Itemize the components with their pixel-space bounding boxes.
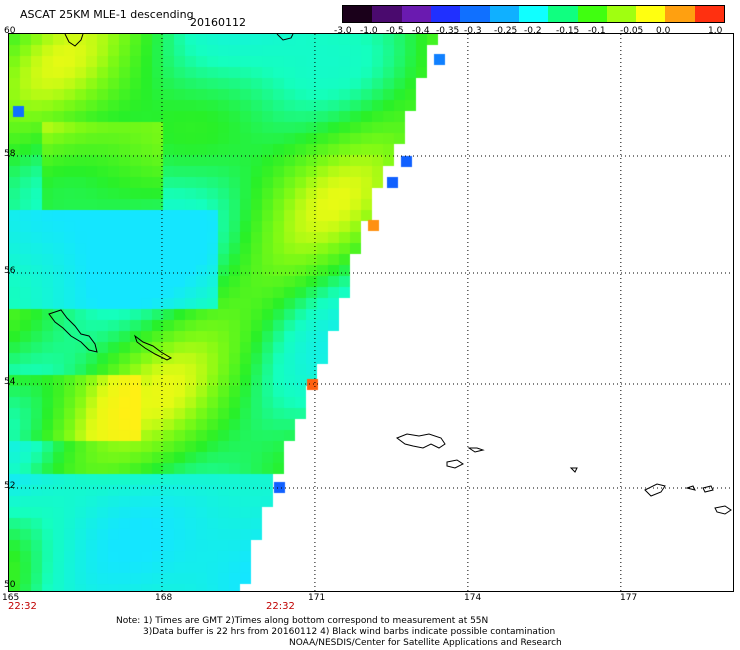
map-title: ASCAT 25KM MLE-1 descending [20,8,194,21]
colorbar-segment [665,6,695,22]
colorbar-segment [343,6,373,22]
coastline-kamchatka [64,34,84,47]
colorbar-segment [694,6,725,22]
colorbar-label: -0.35 [436,26,460,36]
colorbar-label: -0.1 [588,26,606,36]
buldir-island-coastline [569,467,578,473]
coastline-and-gridlines [9,34,733,591]
lon-label-171: 171 [308,593,326,603]
lon-label-177: 177 [620,593,638,603]
colorbar-segment [577,6,607,22]
colorbar-label: 1.0 [708,26,723,36]
colorbar-label: -0.15 [556,26,580,36]
lat-label-50: 50 [4,580,16,590]
lon-label-174: 174 [464,593,482,603]
colorbar-segment [606,6,637,22]
lon-label-168: 168 [155,593,173,603]
attu-island-coastline [395,433,446,449]
colorbar-segment [430,6,461,22]
colorbar-segment [518,6,549,22]
amchitka-island-coastline [714,505,732,515]
colorbar-segment [548,6,578,22]
colorbar-label: -0.05 [620,26,644,36]
colorbar-segment [372,6,402,22]
colorbar-segment [636,6,666,22]
colorbar-label: -3.0 [334,26,352,36]
lat-label-58: 58 [4,149,16,159]
colorbar-label: -0.5 [386,26,404,36]
colorbar-label: 0.0 [656,26,671,36]
time-label-left: 22:32 [8,601,37,612]
map-date: 20160112 [190,16,246,29]
colorbar-label: -0.25 [494,26,518,36]
agattu-island-coastline [446,459,464,469]
lat-label-56: 56 [4,266,16,276]
lat-label-60: 60 [4,26,16,36]
lon-label-165: 165 [2,593,20,603]
map-panel[interactable] [8,33,734,592]
semichi-islands-coastline [467,447,485,453]
kiska-island-coastline [644,483,666,497]
lat-label-52: 52 [4,481,16,491]
time-label-center: 22:32 [266,601,295,612]
colorbar-segment [401,6,431,22]
colorbar-labels: -3.0 -1.0 -0.5 -0.4 -0.35 -0.3 -0.25 -0.2 -0.15-… [334,26,734,38]
colorbar-label: -1.0 [360,26,378,36]
lat-label-54: 54 [4,377,16,387]
colorbar-label: -0.4 [412,26,430,36]
colorbar [342,5,725,23]
note-line-2: 3)Data buffer is 22 hrs from 20160112 4)… [143,627,556,637]
colorbar-label: -0.3 [464,26,482,36]
rat-islands-coastline [685,485,696,491]
medny-island-coastline [134,334,173,361]
coastline-kamchatka [276,34,294,41]
bering-island-coastline [48,309,98,353]
colorbar-segment [460,6,490,22]
note-line-3: NOAA/NESDIS/Center for Satellite Applica… [289,638,562,648]
note-line-1: Note: 1) Times are GMT 2)Times along bot… [116,616,489,626]
rat-islands-coastline [702,485,714,493]
colorbar-segment [489,6,519,22]
colorbar-label: -0.2 [524,26,542,36]
mle-swath-grid [9,34,733,591]
